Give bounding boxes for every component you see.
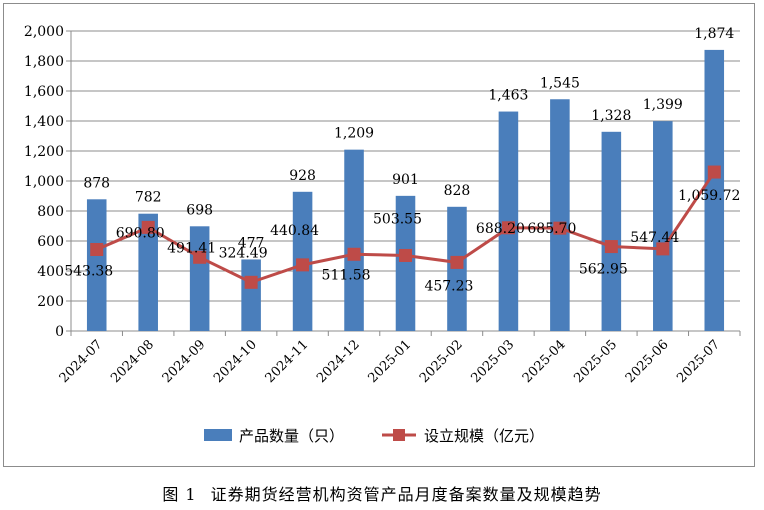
bar-label: 1,328 [591,108,631,124]
x-tick-label: 2025-01 [366,337,415,386]
x-tick-label: 2024-10 [211,337,260,386]
x-tick-label: 2025-05 [571,337,620,386]
bar-label: 878 [83,175,110,191]
bar-label: 1,463 [488,88,528,104]
line-marker-2025-01 [399,248,412,262]
bar-label: 477 [238,235,265,251]
line-label: 690.80 [116,225,165,241]
chart-svg: 0 200 400 600 800 1,000 1,200 1,400 1,600 1,800 2,… [24,24,741,445]
y-tick-label: 2,000 [24,24,64,40]
line-label: 688.20 [476,221,525,237]
line-label: 324.49 [219,245,268,261]
line-label: 491.41 [167,240,216,256]
bar-2024-08 [138,213,158,331]
legend-bar-swatch [204,429,232,441]
line-marker-2024-08 [141,220,155,234]
line-marker-2025-07 [707,165,721,179]
x-tick-label: 2025-06 [623,337,672,386]
x-tick-label: 2025-03 [468,337,517,386]
x-tick-label: 2024-09 [160,337,209,386]
bar-2024-12 [344,149,364,331]
y-tick-label: 400 [37,264,64,280]
line-marker-2025-05 [604,240,618,254]
line-marker-2025-02 [450,255,464,269]
x-tick-label: 2024-11 [263,337,312,386]
bar-label: 782 [135,190,162,206]
bar-label: 928 [289,168,316,184]
line-marker-2024-10 [244,275,258,289]
line-marker-2025-03 [501,221,515,235]
x-tick-label: 2024-12 [314,337,363,386]
y-tick-label: 200 [37,294,64,310]
bar-label: 828 [444,183,471,199]
y-tick-label: 1,200 [24,144,64,160]
bar-label: 1,399 [643,97,683,113]
bar-2024-10 [241,259,261,331]
bar-2025-05 [601,131,622,331]
y-tick-label: 1,000 [24,174,64,190]
legend-line-label: 设立规模（亿元） [424,427,544,445]
x-tick-label: 2025-02 [417,337,466,386]
line-label: 543.38 [64,263,113,279]
line-label: 511.58 [322,267,371,283]
line-marker-2024-11 [296,258,310,272]
y-tick-label: 1,400 [24,114,64,130]
line-label: 562.95 [579,262,628,278]
line-label: 457.23 [424,278,473,294]
y-tick-label: 0 [55,324,64,340]
bar-2025-07 [704,49,725,332]
figure-caption-text: 证券期货经营机构资管产品月度备案数量及规模趋势 [210,485,602,504]
line-label: 503.55 [373,211,422,227]
x-tick-label: 2024-08 [108,337,157,386]
line-marker-2024-07 [90,242,104,256]
legend-line-marker [393,429,405,441]
bar-label: 901 [392,172,419,188]
line-label: 1,059.72 [678,188,740,204]
line-marker-2025-04 [553,221,567,235]
x-tick-label: 2024-07 [57,337,106,386]
bar-label: 1,209 [334,126,374,142]
y-tick-label: 1,600 [24,84,64,100]
legend-bar-label: 产品数量（只） [239,427,344,445]
bar-2024-07 [86,199,107,331]
x-tick-label: 2025-04 [520,337,569,386]
line-marker-2025-06 [656,242,670,256]
figure-number: 图 1 [162,485,197,504]
x-tick-label: 2025-07 [674,337,723,386]
line-marker-2024-12 [347,247,361,261]
bar-label: 698 [186,202,213,218]
line-marker-2024-09 [193,250,207,264]
y-tick-label: 800 [37,204,64,220]
bar-2025-06 [653,121,673,332]
bar-2025-04 [550,99,570,331]
line-label: 440.84 [270,223,319,239]
bar-label: 1,545 [540,75,580,91]
y-tick-label: 1,800 [24,54,64,70]
line-label: 547.44 [630,230,679,246]
figure-caption: 图 1 证券期货经营机构资管产品月度备案数量及规模趋势 [0,481,764,505]
line-label: 685.70 [527,221,576,237]
bar-label: 1,874 [694,26,734,42]
bar-2025-01 [395,195,416,331]
chart-frame: 0 200 400 600 800 1,000 1,200 1,400 1,600 1,800 2,… [3,3,755,467]
y-tick-label: 600 [37,234,64,250]
